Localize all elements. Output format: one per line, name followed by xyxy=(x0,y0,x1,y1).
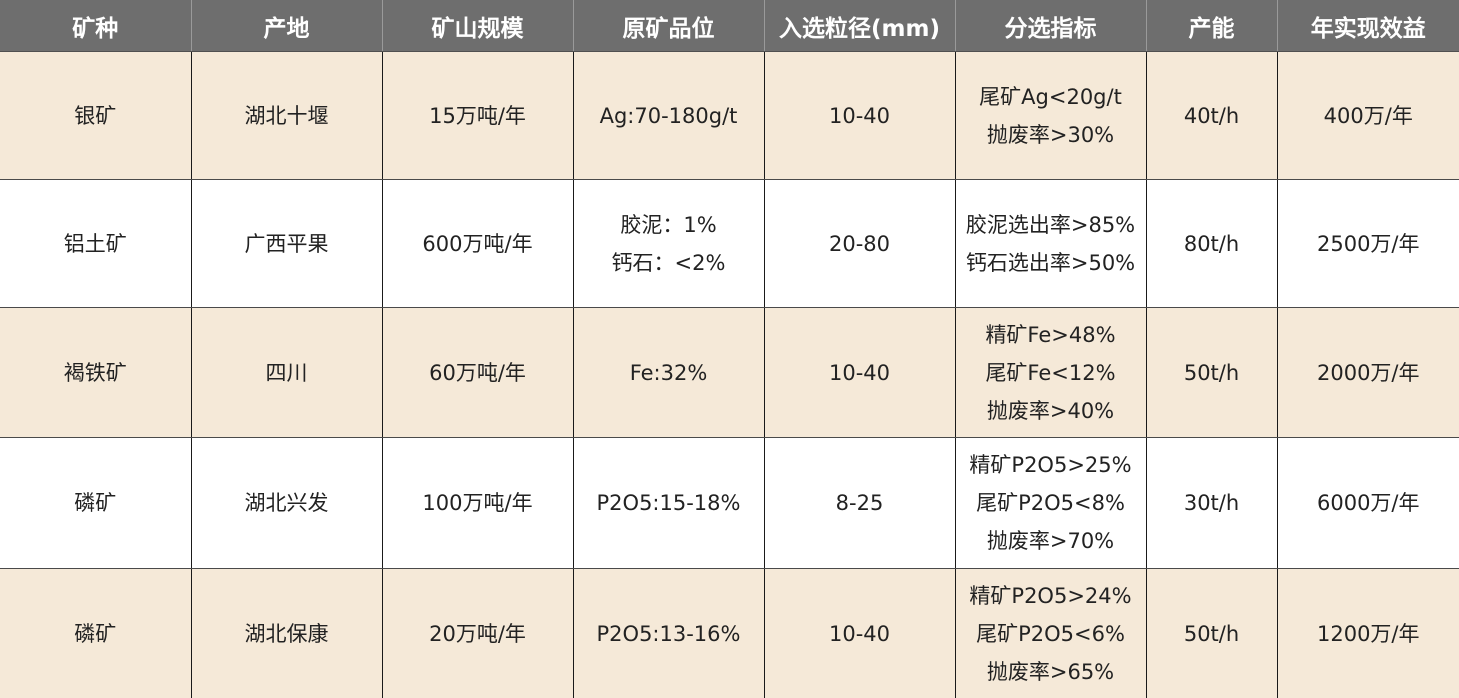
cell-ore-grade: P2O5:15-18% xyxy=(573,438,764,569)
header-mine-scale: 矿山规模 xyxy=(382,0,573,52)
cell-feed-size: 8-25 xyxy=(764,438,955,569)
header-capacity: 产能 xyxy=(1146,0,1277,52)
table-row: 铝土矿 广西平果 600万吨/年 胶泥：1% 钙石：<2% 20-80 胶泥选出… xyxy=(0,180,1459,308)
cell-feed-size: 20-80 xyxy=(764,180,955,308)
cell-sorting-indicators: 胶泥选出率>85% 钙石选出率>50% xyxy=(955,180,1146,308)
cell-mineral: 磷矿 xyxy=(0,438,191,569)
cell-capacity: 80t/h xyxy=(1146,180,1277,308)
cell-mine-scale: 20万吨/年 xyxy=(382,569,573,698)
grade-line: P2O5:15-18% xyxy=(574,484,764,522)
grade-line: 钙石：<2% xyxy=(574,244,764,282)
cell-mine-scale: 15万吨/年 xyxy=(382,52,573,180)
cell-sorting-indicators: 精矿P2O5>25% 尾矿P2O5<8% 抛废率>70% xyxy=(955,438,1146,569)
cell-capacity: 50t/h xyxy=(1146,569,1277,698)
cell-location: 湖北十堰 xyxy=(191,52,382,180)
grade-line: Fe:32% xyxy=(574,354,764,392)
cell-mine-scale: 100万吨/年 xyxy=(382,438,573,569)
indicator-line: 精矿P2O5>24% xyxy=(956,577,1146,615)
cell-sorting-indicators: 精矿P2O5>24% 尾矿P2O5<6% 抛废率>65% xyxy=(955,569,1146,698)
indicator-line: 抛废率>70% xyxy=(956,522,1146,560)
indicator-line: 抛废率>30% xyxy=(956,116,1146,154)
cell-ore-grade: P2O5:13-16% xyxy=(573,569,764,698)
cell-mine-scale: 60万吨/年 xyxy=(382,308,573,438)
header-annual-benefit: 年实现效益 xyxy=(1277,0,1459,52)
cell-feed-size: 10-40 xyxy=(764,52,955,180)
cell-location: 四川 xyxy=(191,308,382,438)
cell-feed-size: 10-40 xyxy=(764,308,955,438)
cell-annual-benefit: 2500万/年 xyxy=(1277,180,1459,308)
cell-sorting-indicators: 精矿Fe>48% 尾矿Fe<12% 抛废率>40% xyxy=(955,308,1146,438)
cell-ore-grade: Fe:32% xyxy=(573,308,764,438)
header-ore-grade: 原矿品位 xyxy=(573,0,764,52)
cell-capacity: 40t/h xyxy=(1146,52,1277,180)
cell-capacity: 50t/h xyxy=(1146,308,1277,438)
cell-ore-grade: 胶泥：1% 钙石：<2% xyxy=(573,180,764,308)
header-feed-size: 入选粒径(mm) xyxy=(764,0,955,52)
cell-ore-grade: Ag:70-180g/t xyxy=(573,52,764,180)
header-location: 产地 xyxy=(191,0,382,52)
grade-line: Ag:70-180g/t xyxy=(574,97,764,135)
indicator-line: 钙石选出率>50% xyxy=(956,244,1146,282)
cell-capacity: 30t/h xyxy=(1146,438,1277,569)
grade-line: P2O5:13-16% xyxy=(574,615,764,653)
table-header-row: 矿种 产地 矿山规模 原矿品位 入选粒径(mm) 分选指标 产能 年实现效益 xyxy=(0,0,1459,52)
indicator-line: 尾矿Fe<12% xyxy=(956,354,1146,392)
table-row: 磷矿 湖北兴发 100万吨/年 P2O5:15-18% 8-25 精矿P2O5>… xyxy=(0,438,1459,569)
cell-annual-benefit: 2000万/年 xyxy=(1277,308,1459,438)
cell-annual-benefit: 6000万/年 xyxy=(1277,438,1459,569)
header-mineral: 矿种 xyxy=(0,0,191,52)
indicator-line: 抛废率>65% xyxy=(956,653,1146,691)
indicator-line: 精矿P2O5>25% xyxy=(956,446,1146,484)
cell-location: 广西平果 xyxy=(191,180,382,308)
cell-mineral: 铝土矿 xyxy=(0,180,191,308)
cell-mineral: 褐铁矿 xyxy=(0,308,191,438)
indicator-line: 尾矿Ag<20g/t xyxy=(956,78,1146,116)
indicator-line: 尾矿P2O5<8% xyxy=(956,484,1146,522)
indicator-line: 胶泥选出率>85% xyxy=(956,206,1146,244)
cell-sorting-indicators: 尾矿Ag<20g/t 抛废率>30% xyxy=(955,52,1146,180)
indicator-line: 尾矿P2O5<6% xyxy=(956,615,1146,653)
table-row: 银矿 湖北十堰 15万吨/年 Ag:70-180g/t 10-40 尾矿Ag<2… xyxy=(0,52,1459,180)
table-row: 磷矿 湖北保康 20万吨/年 P2O5:13-16% 10-40 精矿P2O5>… xyxy=(0,569,1459,698)
cell-feed-size: 10-40 xyxy=(764,569,955,698)
cell-annual-benefit: 1200万/年 xyxy=(1277,569,1459,698)
table-row: 褐铁矿 四川 60万吨/年 Fe:32% 10-40 精矿Fe>48% 尾矿Fe… xyxy=(0,308,1459,438)
indicator-line: 精矿Fe>48% xyxy=(956,316,1146,354)
grade-line: 胶泥：1% xyxy=(574,206,764,244)
cell-mineral: 银矿 xyxy=(0,52,191,180)
header-sorting-indicators: 分选指标 xyxy=(955,0,1146,52)
indicator-line: 抛废率>40% xyxy=(956,392,1146,430)
cell-mineral: 磷矿 xyxy=(0,569,191,698)
cell-annual-benefit: 400万/年 xyxy=(1277,52,1459,180)
cell-location: 湖北保康 xyxy=(191,569,382,698)
cell-location: 湖北兴发 xyxy=(191,438,382,569)
cell-mine-scale: 600万吨/年 xyxy=(382,180,573,308)
